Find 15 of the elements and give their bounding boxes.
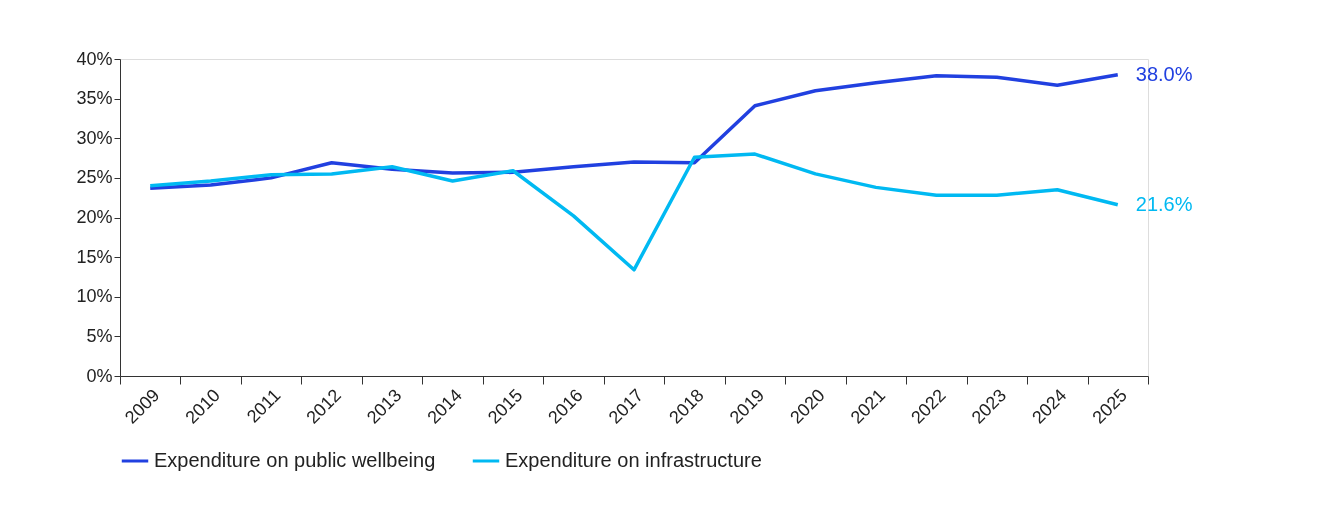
legend-label: Expenditure on infrastructure <box>505 449 762 471</box>
data-label: 38.0% <box>1135 62 1193 85</box>
legend-label: Expenditure on public wellbeing <box>154 449 436 471</box>
y-tick-label: 40% <box>76 48 113 69</box>
y-tick-label: 30% <box>76 127 113 148</box>
y-tick-label: 25% <box>76 167 113 188</box>
line-series <box>148 73 1120 190</box>
y-tick-label: 20% <box>76 207 113 227</box>
y-tick-label: 10% <box>76 286 113 307</box>
data-label: 21.6% <box>1135 192 1193 215</box>
y-tick-label: 0% <box>86 365 113 386</box>
y-tick-label: 15% <box>76 246 113 267</box>
y-tick-label: 5% <box>86 325 113 346</box>
line-series <box>148 152 1120 272</box>
y-tick-label: 35% <box>76 88 113 109</box>
